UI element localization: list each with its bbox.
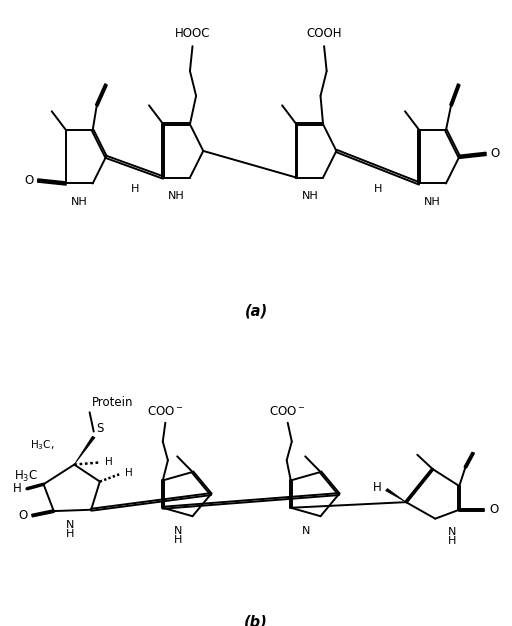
Text: Protein: Protein bbox=[92, 396, 134, 409]
Text: NH: NH bbox=[424, 197, 441, 207]
Text: O: O bbox=[490, 147, 499, 160]
Text: N: N bbox=[302, 526, 310, 536]
Text: NH: NH bbox=[168, 190, 185, 200]
Text: H: H bbox=[448, 536, 457, 546]
Text: HOOC: HOOC bbox=[175, 27, 210, 40]
Text: COOH: COOH bbox=[306, 27, 342, 40]
Text: S: S bbox=[96, 422, 103, 435]
Text: N: N bbox=[66, 520, 74, 530]
Text: H: H bbox=[105, 458, 113, 468]
Text: H: H bbox=[13, 482, 22, 495]
Text: NH: NH bbox=[71, 197, 88, 207]
Text: H: H bbox=[174, 535, 182, 545]
Text: H$_3$C,: H$_3$C, bbox=[30, 438, 55, 452]
Text: H: H bbox=[125, 468, 133, 478]
Text: H: H bbox=[373, 481, 381, 495]
Text: H$_3$C: H$_3$C bbox=[14, 469, 38, 484]
Text: H: H bbox=[374, 184, 382, 194]
Polygon shape bbox=[386, 488, 406, 502]
Text: O: O bbox=[489, 503, 498, 516]
Text: N: N bbox=[174, 526, 182, 536]
Text: NH: NH bbox=[302, 190, 318, 200]
Text: N: N bbox=[448, 526, 457, 536]
Text: O: O bbox=[25, 174, 34, 187]
Text: (a): (a) bbox=[244, 303, 268, 318]
Text: H: H bbox=[131, 184, 139, 194]
Text: H: H bbox=[66, 529, 74, 539]
Polygon shape bbox=[74, 436, 95, 464]
Text: O: O bbox=[18, 509, 27, 522]
Text: COO$^-$: COO$^-$ bbox=[147, 405, 184, 418]
Text: COO$^-$: COO$^-$ bbox=[269, 405, 306, 418]
Text: (b): (b) bbox=[244, 614, 268, 626]
